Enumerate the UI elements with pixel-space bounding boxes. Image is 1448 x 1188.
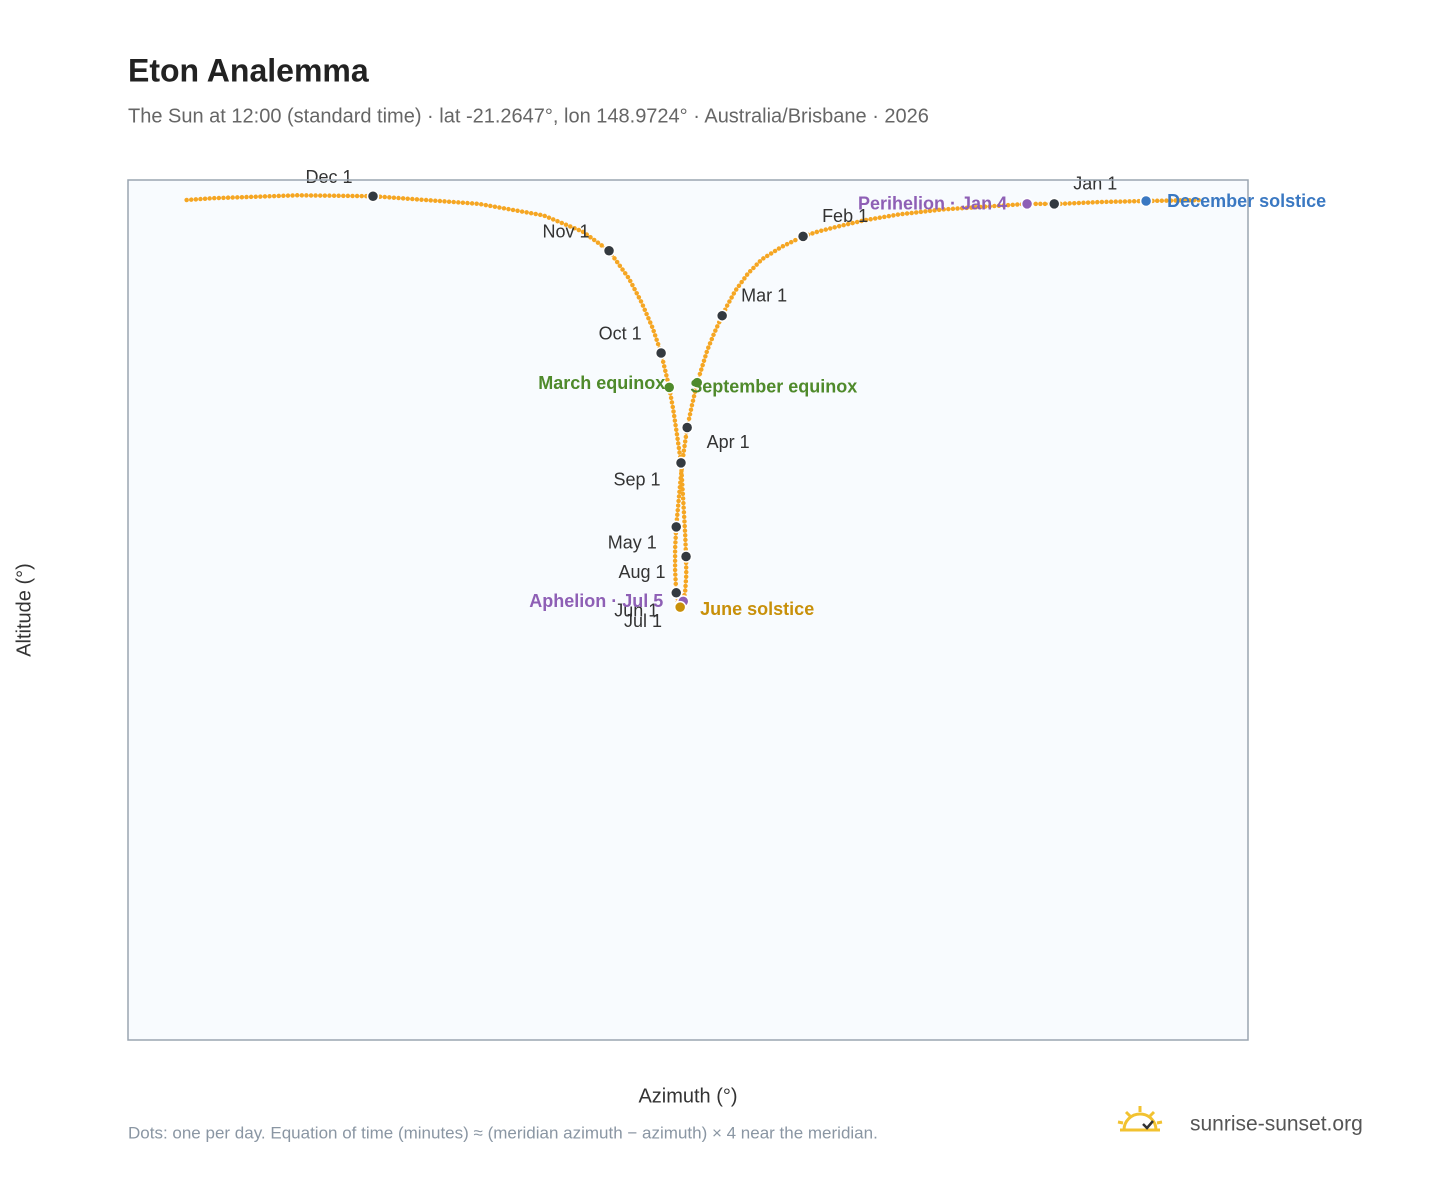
event-point (654, 346, 668, 360)
point-label: Sep 1 (613, 470, 660, 490)
footnote: Dots: one per day. Equation of time (min… (128, 1123, 878, 1142)
event-point (366, 189, 380, 203)
event-point (673, 600, 687, 614)
event-point (602, 244, 616, 257)
event-point (715, 309, 729, 322)
point-label: Perihelion · Jan 4 (858, 194, 1007, 214)
event-point (680, 421, 694, 434)
point-label: December solstice (1167, 191, 1326, 211)
event-point (796, 230, 810, 243)
point-label: Dec 1 (305, 167, 352, 187)
point-label: May 1 (608, 533, 657, 553)
point-label: Jun 1 (614, 601, 658, 621)
point-label: Aug 1 (619, 562, 666, 582)
event-point (662, 381, 676, 394)
analemma-path (182, 193, 1201, 610)
point-label: June solstice (700, 599, 814, 619)
point-label: Feb 1 (822, 206, 868, 226)
point-label: September equinox (690, 376, 857, 396)
brand-logo (1117, 1106, 1163, 1132)
x-axis-label: Azimuth (°) (638, 1085, 737, 1107)
point-label: Aphelion · Jul 5 (529, 591, 663, 611)
chart-title: Eton Analemma (128, 52, 369, 88)
point-label: Oct 1 (599, 324, 642, 344)
point-label: Nov 1 (543, 221, 590, 241)
chart-subtitle: The Sun at 12:00 (standard time) · lat -… (128, 105, 929, 127)
event-point (1139, 194, 1153, 208)
plot-border (127, 179, 1249, 1041)
event-point (669, 586, 683, 600)
point-label: Jan 1 (1073, 174, 1117, 194)
event-point (674, 456, 688, 470)
event-point (669, 520, 683, 534)
event-point (1047, 197, 1061, 211)
event-point (1020, 197, 1034, 211)
brand: sunrise-sunset.org (1190, 1113, 1363, 1136)
point-label: Jul 1 (624, 611, 662, 631)
point-label: Apr 1 (707, 432, 750, 452)
point-label: Mar 1 (741, 285, 787, 305)
event-point (679, 550, 693, 563)
y-axis-label: Altitude (°) (13, 563, 35, 657)
event-point (690, 376, 704, 389)
plot-area (128, 180, 1248, 1040)
point-label: March equinox (538, 373, 665, 393)
